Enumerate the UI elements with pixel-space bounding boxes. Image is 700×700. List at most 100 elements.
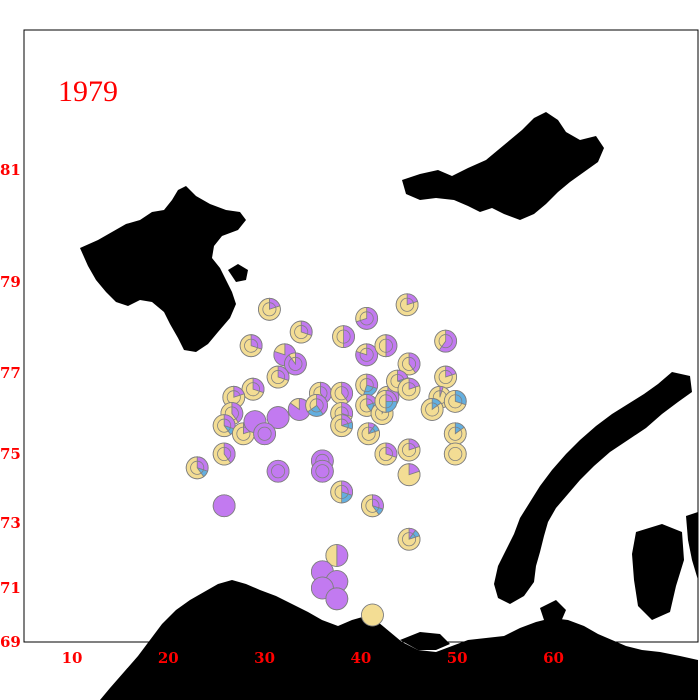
pie-outline [374, 389, 398, 413]
lon-tick-label: 50 [447, 649, 468, 667]
station-pie [443, 422, 467, 446]
pie-inner-ring [315, 464, 330, 479]
lat-tick-label: 69 [0, 633, 21, 651]
pie-inner-ring [190, 460, 205, 475]
pie-outline [266, 365, 290, 389]
pie-inner-ring [262, 302, 277, 317]
lat-tick-label: 73 [0, 514, 21, 532]
pie-outline [241, 377, 265, 401]
pie-inner-ring [438, 334, 453, 349]
pie-outline [397, 352, 421, 376]
pie-outline [212, 442, 236, 466]
station-pie [361, 494, 384, 518]
station-pie [258, 297, 281, 321]
pie-outline [361, 494, 384, 518]
station-pie [266, 459, 290, 483]
station-pie [241, 377, 265, 401]
pie-outline [284, 352, 307, 376]
pie-outline [355, 343, 379, 367]
axis-ticks: 10 20 30 40 50 60 69 71 73 75 77 79 81 [0, 161, 564, 667]
station-pie [443, 389, 467, 413]
pie-inner-ring [378, 446, 393, 461]
lat-tick-label: 75 [0, 445, 21, 463]
pie-inner-ring [217, 418, 232, 433]
station-pie [355, 306, 379, 330]
pie-inner-ring [438, 370, 453, 385]
pie-outline [266, 406, 290, 429]
land-layer [80, 112, 698, 700]
pie-inner-ring [448, 394, 463, 409]
station-pie [185, 456, 209, 480]
station-pie [266, 365, 290, 389]
station-pie [397, 377, 421, 401]
pie-outline [355, 306, 379, 330]
pie-inner-ring [365, 498, 380, 513]
pie-inner-ring [359, 378, 374, 393]
station-pie [332, 325, 355, 349]
pie-inner-ring [448, 446, 463, 461]
pie-inner-ring [334, 418, 349, 433]
pie-outline [443, 389, 467, 413]
pie-inner-ring [294, 325, 309, 340]
pie-outline [330, 480, 354, 504]
map-frame [23, 29, 699, 643]
kanin-peninsula [540, 600, 566, 626]
pie-inner-ring [288, 356, 303, 371]
lon-tick-label: 10 [62, 649, 83, 667]
station-pie [212, 442, 236, 466]
pie-inner-ring [425, 402, 440, 417]
pie-outline [185, 456, 209, 480]
vaygach-island [632, 524, 684, 620]
pie-outline [253, 422, 277, 446]
station-pie [253, 422, 277, 446]
pie-outline [289, 320, 313, 344]
pie-outline [325, 544, 349, 567]
franz-josef-land [402, 112, 604, 220]
station-pie [397, 438, 421, 462]
pie-outline [258, 297, 281, 321]
pie-outline [266, 459, 290, 483]
pie-outline [374, 442, 398, 466]
pie-outline [397, 463, 421, 487]
pie-inner-ring [271, 370, 286, 385]
station-pie [355, 373, 379, 397]
pie-inner-ring [336, 329, 351, 344]
pie-inner-ring [236, 426, 251, 441]
pie-outline [330, 414, 354, 438]
pie-outline [443, 442, 467, 466]
pie-inner-ring [359, 398, 374, 413]
pie-inner-ring [448, 426, 463, 441]
station-pie [374, 442, 398, 466]
pie-inner-ring [402, 356, 417, 371]
lat-tick-label: 81 [0, 161, 21, 179]
station-pie [284, 352, 307, 376]
lon-tick-label: 30 [254, 649, 275, 667]
lat-tick-label: 79 [0, 273, 21, 291]
pie-outline [397, 438, 421, 462]
pie-inner-ring [378, 394, 393, 409]
pie-outline [361, 603, 384, 627]
pie-inner-ring [246, 382, 261, 397]
station-pie [239, 334, 263, 358]
pie-outline [239, 334, 263, 358]
station-pie [374, 334, 398, 358]
station-pie [330, 414, 354, 438]
station-pie [443, 442, 467, 466]
pie-inner-ring [361, 426, 376, 441]
pie-inner-ring [309, 398, 324, 413]
lon-tick-label: 40 [350, 649, 371, 667]
pie-outline [212, 494, 236, 518]
pie-inner-ring [257, 426, 272, 441]
station-pie [397, 352, 421, 376]
pie-inner-ring [402, 532, 417, 547]
kola-peninsula-coast [100, 580, 698, 700]
pie-outline [332, 325, 355, 349]
lat-tick-label: 77 [0, 364, 21, 382]
pie-inner-ring [359, 347, 374, 362]
pie-inner-ring [402, 382, 417, 397]
station-pie [325, 544, 349, 567]
station-pie [361, 603, 384, 627]
novaya-zemlya [494, 372, 692, 604]
lon-tick-label: 20 [158, 649, 179, 667]
